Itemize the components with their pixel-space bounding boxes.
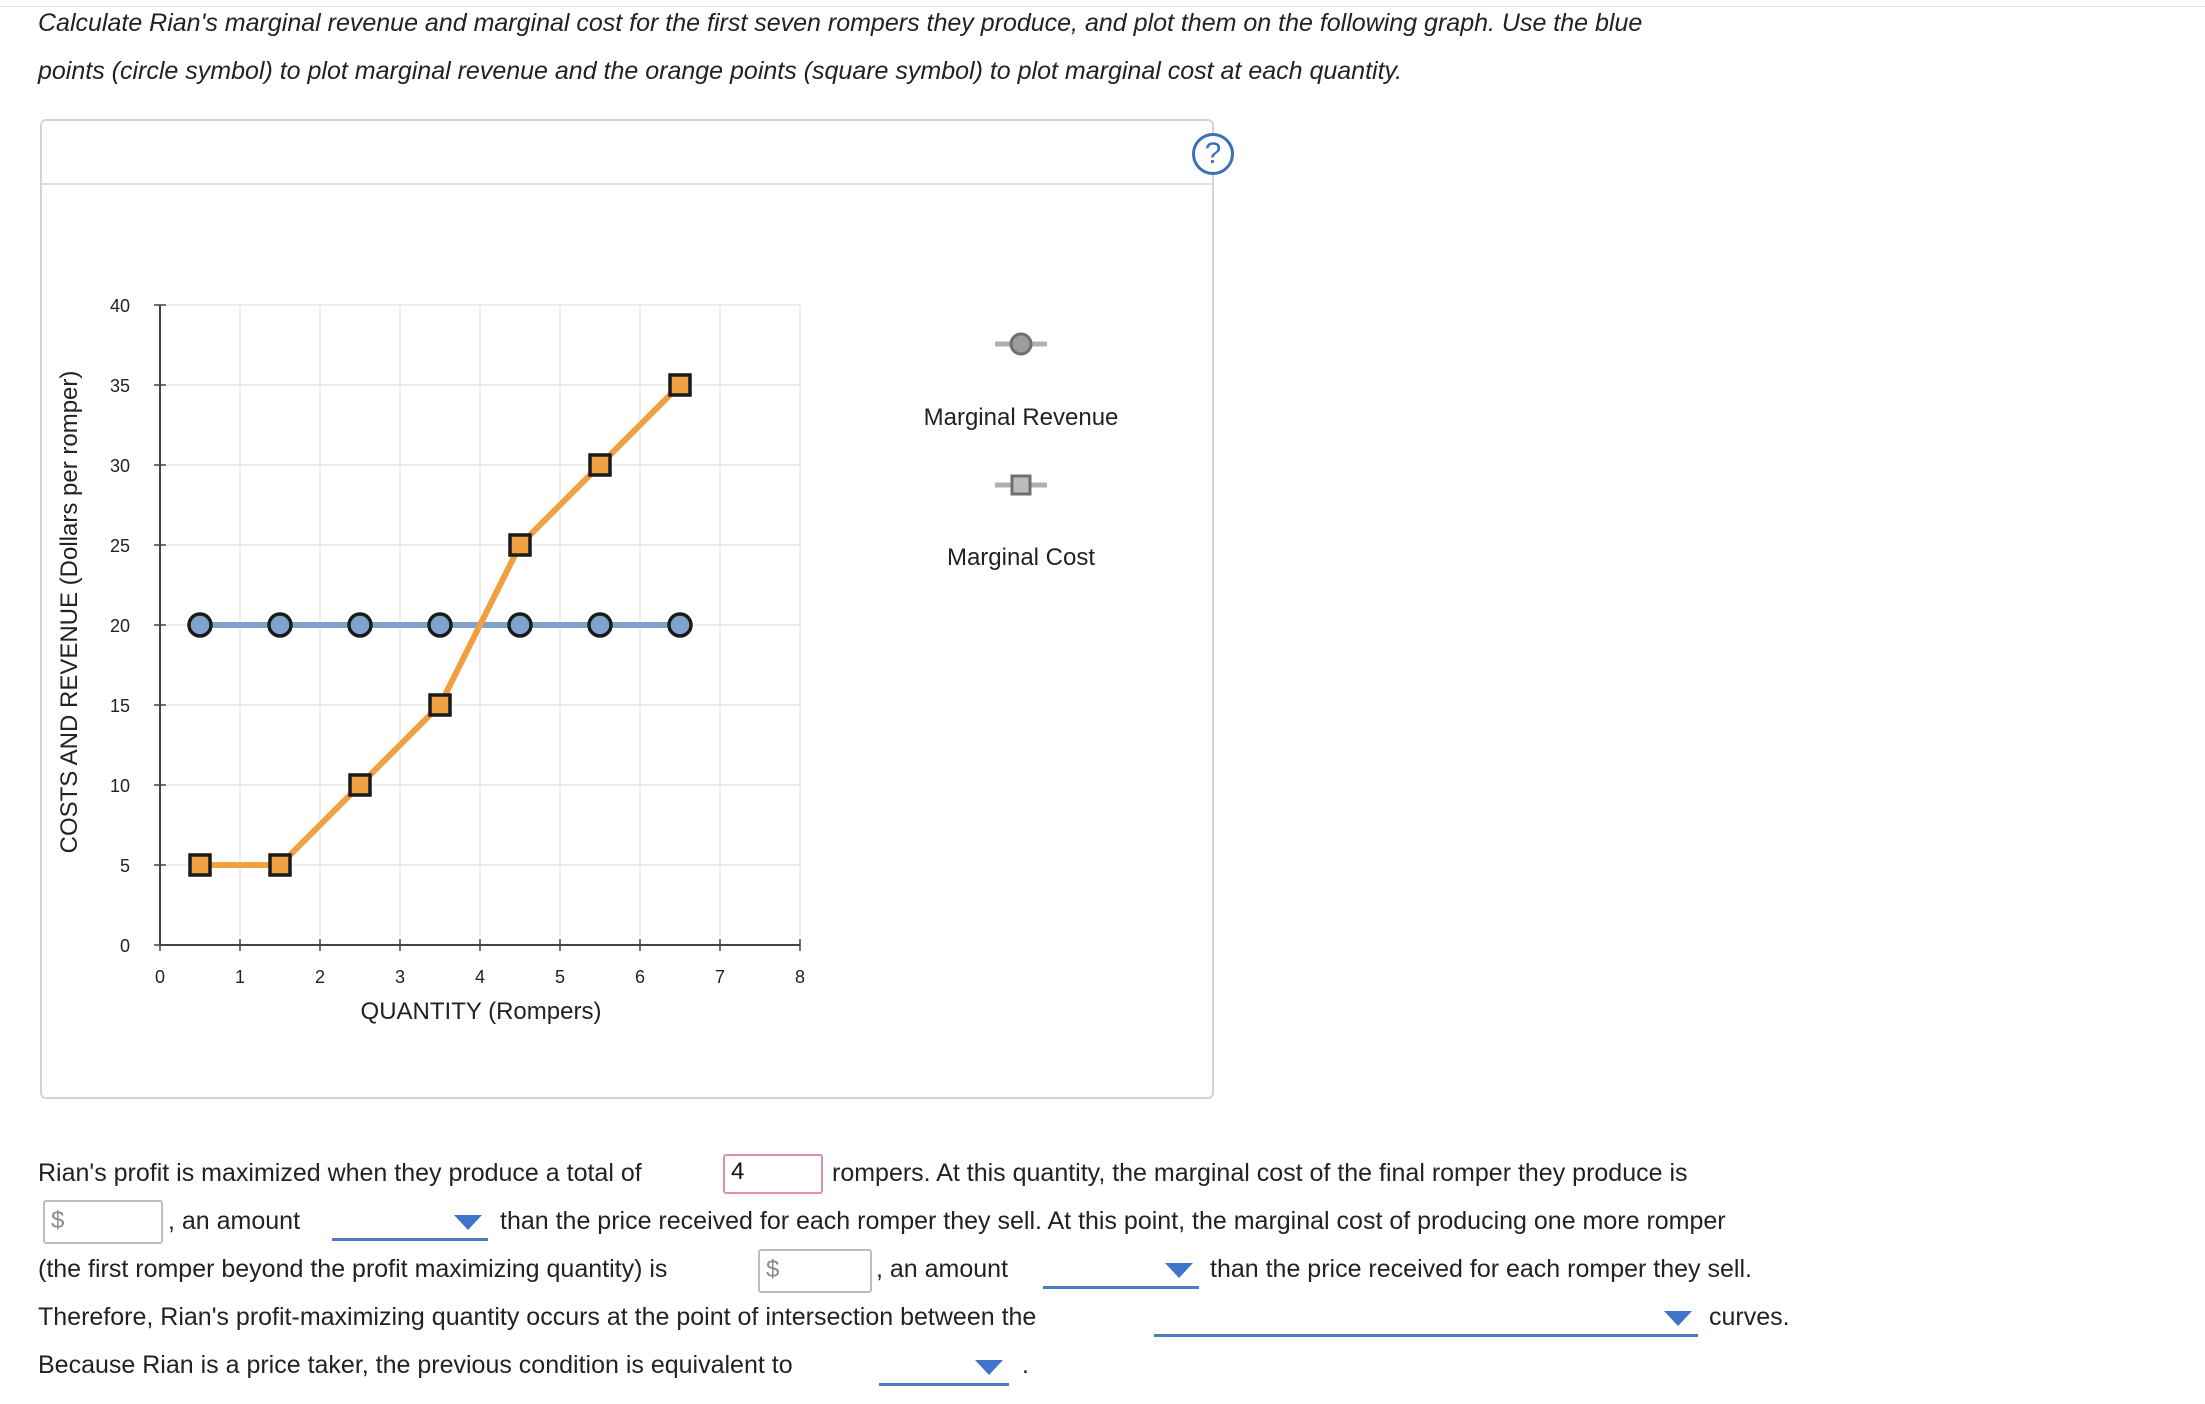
- dropdown-amount-2[interactable]: [1043, 1253, 1199, 1289]
- mr-point[interactable]: [427, 612, 453, 638]
- mc-point[interactable]: [348, 773, 372, 797]
- mr-point[interactable]: [187, 612, 213, 638]
- tick-labels: 0 1 2 3 4 5 6 7 8 0 5 10 15 20 25 30 35 40: [110, 296, 805, 987]
- x-tick-label: 6: [635, 967, 645, 987]
- dropdown-condition[interactable]: [879, 1350, 1009, 1386]
- quantity-input[interactable]: 4: [723, 1154, 823, 1194]
- x-tick-label: 2: [315, 967, 325, 987]
- instruction-line-1: Calculate Rian's marginal revenue and ma…: [38, 9, 1643, 37]
- legend-label-mc: Marginal Cost: [947, 544, 1095, 571]
- x-tick-label: 0: [155, 967, 165, 987]
- mc-point[interactable]: [508, 533, 532, 557]
- y-axis-label: COSTS AND REVENUE (Dollars per romper): [56, 371, 83, 854]
- chevron-down-icon: [1165, 1263, 1193, 1278]
- question-line-4a: Therefore, Rian's profit-maximizing quan…: [38, 1303, 1037, 1331]
- mc-point[interactable]: [588, 453, 612, 477]
- question-line-2a: , an amount: [168, 1207, 301, 1235]
- question-line-3a: (the first romper beyond the profit maxi…: [38, 1255, 668, 1283]
- chevron-down-icon: [975, 1360, 1003, 1375]
- question-line-2b: than the price received for each romper …: [500, 1207, 1726, 1235]
- legend-item-marginal-cost[interactable]: Marginal Cost: [947, 474, 1095, 571]
- y-tick-label: 10: [110, 776, 130, 796]
- question-line-3b: , an amount: [876, 1255, 1009, 1283]
- y-tick-label: 0: [120, 936, 130, 956]
- x-tick-label: 7: [715, 967, 725, 987]
- legend-label-mr: Marginal Revenue: [924, 404, 1119, 431]
- mc-point[interactable]: [268, 853, 292, 877]
- question-line-5b: .: [1022, 1351, 1029, 1379]
- dropdown-curves[interactable]: [1154, 1301, 1698, 1337]
- dropdown-amount-1[interactable]: [332, 1205, 488, 1241]
- plot-series: [187, 373, 693, 877]
- mr-point[interactable]: [507, 612, 533, 638]
- question-line-1a: Rian's profit is maximized when they pro…: [38, 1159, 642, 1187]
- mr-point[interactable]: [267, 612, 293, 638]
- dollar-sign: $: [51, 1207, 65, 1234]
- y-tick-label: 30: [110, 456, 130, 476]
- chevron-down-icon: [1664, 1311, 1692, 1326]
- question-icon[interactable]: ?: [1192, 133, 1234, 175]
- x-tick-label: 4: [475, 967, 485, 987]
- plot-axes: [154, 304, 801, 951]
- x-axis-label: QUANTITY (Rompers): [361, 998, 602, 1025]
- instruction-line-2: points (circle symbol) to plot marginal …: [38, 57, 1403, 85]
- chevron-down-icon: [454, 1215, 482, 1230]
- legend-square-icon[interactable]: [1010, 474, 1032, 496]
- mc-point[interactable]: [188, 853, 212, 877]
- mr-point[interactable]: [347, 612, 373, 638]
- x-tick-label: 3: [395, 967, 405, 987]
- y-tick-label: 40: [110, 296, 130, 316]
- question-line-1b: rompers. At this quantity, the marginal …: [832, 1159, 1688, 1187]
- question-line-3c: than the price received for each romper …: [1210, 1255, 1752, 1283]
- x-tick-label: 1: [235, 967, 245, 987]
- y-tick-label: 35: [110, 376, 130, 396]
- x-tick-label: 5: [555, 967, 565, 987]
- mc-next-input[interactable]: $: [758, 1249, 872, 1293]
- y-tick-label: 25: [110, 536, 130, 556]
- dollar-sign: $: [766, 1256, 780, 1283]
- mc-final-input[interactable]: $: [43, 1200, 163, 1244]
- legend-circle-icon[interactable]: [1009, 332, 1033, 356]
- mr-point[interactable]: [667, 612, 693, 638]
- graph-panel: ?: [40, 119, 1234, 1099]
- y-tick-label: 5: [120, 856, 130, 876]
- panel-header-divider: [42, 183, 1212, 185]
- legend: Marginal Revenue Marginal Cost: [924, 332, 1119, 571]
- y-tick-label: 15: [110, 696, 130, 716]
- x-tick-label: 8: [795, 967, 805, 987]
- question-line-4b: curves.: [1709, 1303, 1790, 1331]
- mc-point[interactable]: [668, 373, 692, 397]
- question-line-5a: Because Rian is a price taker, the previ…: [38, 1351, 793, 1379]
- mr-point[interactable]: [587, 612, 613, 638]
- mc-point[interactable]: [428, 693, 452, 717]
- y-tick-label: 20: [110, 616, 130, 636]
- top-divider: [0, 6, 2205, 7]
- legend-item-marginal-revenue[interactable]: Marginal Revenue: [924, 332, 1119, 431]
